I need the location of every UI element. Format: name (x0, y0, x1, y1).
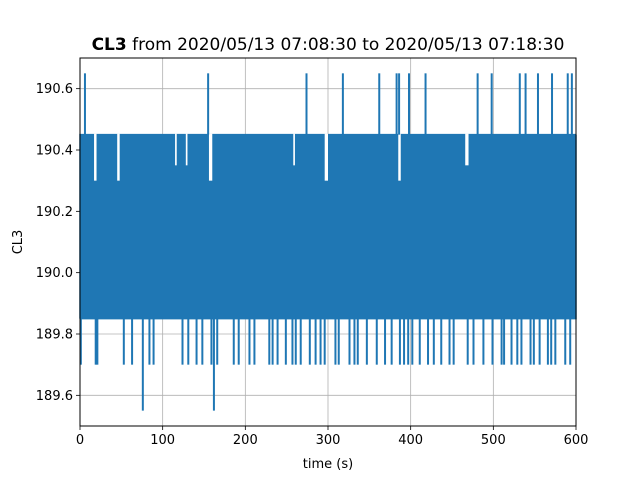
series-gap (324, 133, 328, 181)
y-tick-label: 190.0 (36, 266, 73, 281)
series-gap (185, 133, 188, 166)
x-axis-label: time (s) (303, 457, 353, 472)
x-tick-label: 600 (564, 433, 589, 448)
y-tick-label: 189.8 (36, 328, 73, 343)
y-tick-label: 189.6 (36, 389, 73, 404)
x-tick-label: 200 (233, 433, 258, 448)
data-series (79, 73, 577, 411)
series-band (79, 133, 577, 320)
series-gap (208, 133, 213, 181)
x-tick-label: 300 (316, 433, 341, 448)
series-gap (465, 133, 469, 166)
x-tick-label: 400 (398, 433, 423, 448)
x-tick-label: 0 (76, 433, 84, 448)
chart-title-range: from 2020/05/13 07:08:30 to 2020/05/13 0… (127, 35, 565, 55)
series-gap (117, 133, 120, 181)
y-axis-label: CL3 (11, 230, 26, 255)
series-gap (293, 133, 295, 166)
plot-frame (79, 57, 577, 427)
series-gap (398, 133, 401, 181)
series-gap (175, 133, 177, 166)
y-tick-label: 190.2 (36, 205, 73, 220)
chart-title-variable: CL3 (92, 35, 127, 55)
x-tick-label: 100 (150, 433, 175, 448)
series-gap (94, 133, 97, 181)
chart-title: CL3 from 2020/05/13 07:08:30 to 2020/05/… (92, 35, 565, 55)
y-tick-label: 190.4 (36, 144, 73, 159)
x-tick-label: 500 (481, 433, 506, 448)
axis-ticks: 0 100 200 300 400 500 600 189.6 189.8 190.0 190.2 1… (36, 82, 589, 448)
y-tick-label: 190.6 (36, 82, 73, 97)
